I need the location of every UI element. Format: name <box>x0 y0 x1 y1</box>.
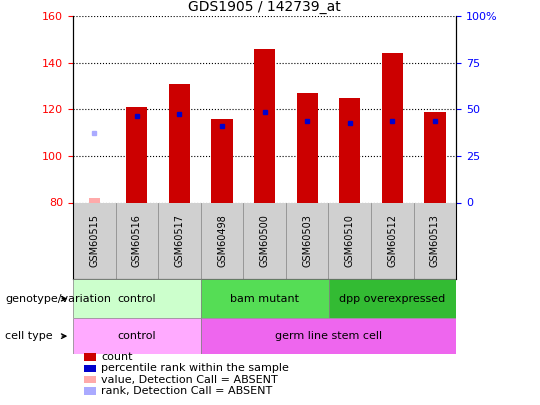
Text: germ line stem cell: germ line stem cell <box>275 331 382 341</box>
Text: GSM60503: GSM60503 <box>302 214 312 267</box>
Text: GSM60513: GSM60513 <box>430 214 440 267</box>
Bar <box>168 84 190 202</box>
Text: GSM60516: GSM60516 <box>132 214 142 267</box>
Text: control: control <box>118 294 156 304</box>
Text: dpp overexpressed: dpp overexpressed <box>339 294 446 304</box>
Text: genotype/variation: genotype/variation <box>5 294 111 304</box>
Text: bam mutant: bam mutant <box>230 294 299 304</box>
Text: value, Detection Call = ABSENT: value, Detection Call = ABSENT <box>101 375 278 385</box>
Bar <box>89 198 99 202</box>
Text: GSM60498: GSM60498 <box>217 214 227 267</box>
Bar <box>73 279 201 318</box>
Bar <box>339 98 361 202</box>
Bar <box>254 49 275 202</box>
Bar <box>201 318 456 354</box>
Bar <box>382 53 403 202</box>
Bar <box>201 279 328 318</box>
Text: GSM60515: GSM60515 <box>89 214 99 267</box>
Title: GDS1905 / 142739_at: GDS1905 / 142739_at <box>188 0 341 14</box>
Bar <box>296 93 318 202</box>
Text: control: control <box>118 331 156 341</box>
Text: percentile rank within the sample: percentile rank within the sample <box>101 363 289 373</box>
Text: GSM60510: GSM60510 <box>345 214 355 267</box>
Bar <box>126 107 147 202</box>
Text: rank, Detection Call = ABSENT: rank, Detection Call = ABSENT <box>101 386 272 396</box>
Bar <box>424 112 445 202</box>
Text: count: count <box>101 352 132 362</box>
Text: GSM60517: GSM60517 <box>174 214 184 267</box>
Bar <box>73 318 201 354</box>
Bar <box>211 119 233 202</box>
Text: GSM60500: GSM60500 <box>260 214 269 267</box>
Text: cell type: cell type <box>5 331 53 341</box>
Bar <box>328 279 456 318</box>
Text: GSM60512: GSM60512 <box>387 214 397 267</box>
